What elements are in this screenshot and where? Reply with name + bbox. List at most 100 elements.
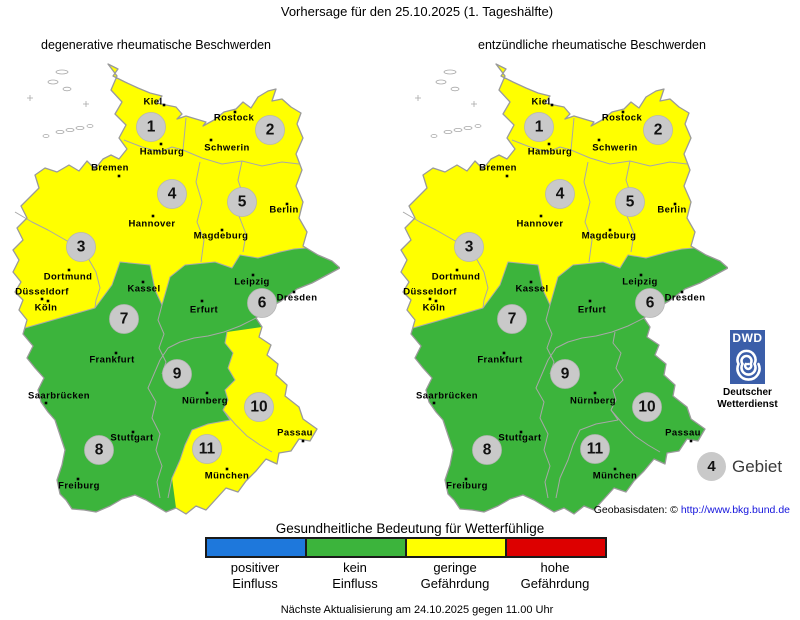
region-border	[555, 317, 645, 349]
city-dot	[455, 268, 459, 272]
city-label: Kassel	[127, 284, 160, 295]
area-circle	[454, 232, 484, 262]
region-border	[147, 347, 169, 499]
area-number: 8	[483, 442, 492, 459]
city-label: Kiel	[531, 97, 550, 108]
area-number: 10	[638, 399, 655, 416]
geodata-credit-prefix: Geobasisdaten: ©	[593, 504, 681, 516]
city-dot	[502, 351, 506, 355]
area-number: 4	[556, 186, 565, 203]
city-label: Rostock	[602, 113, 643, 124]
city-dot	[680, 290, 684, 294]
city-dot	[67, 268, 71, 272]
area-sample-number: 4	[707, 458, 716, 475]
city-label: Köln	[423, 303, 446, 314]
city-label: Dresden	[277, 293, 318, 304]
city-dot	[114, 351, 118, 355]
city-label: Stuttgart	[498, 433, 542, 444]
area-circle	[66, 232, 96, 262]
area-sample-circle: 4	[697, 452, 726, 481]
region-border	[545, 304, 555, 375]
city-dot	[76, 477, 80, 481]
region-border	[157, 304, 167, 375]
dwd-caption: Deutscher Wetterdienst	[703, 387, 792, 411]
city-label: Passau	[665, 428, 701, 439]
region-fill-southeast-bavaria	[560, 327, 705, 514]
city-dot	[251, 273, 255, 277]
city-dot	[547, 142, 551, 146]
island	[86, 124, 94, 128]
city-dot	[141, 280, 145, 284]
legend-label-positiver-einfluss: positiver Einfluss	[230, 560, 280, 591]
region-border	[123, 117, 187, 153]
geodata-credit: Geobasisdaten: © http://www.bkg.bund.de	[594, 504, 790, 516]
area-number: 11	[199, 441, 216, 458]
area-number: 1	[535, 119, 544, 136]
city-label: Leipzig	[622, 277, 658, 288]
dwd-logo-text: DWD	[732, 331, 763, 345]
area-number: 8	[95, 442, 104, 459]
area-number: 3	[77, 239, 86, 256]
city-label: Frankfurt	[89, 355, 135, 366]
legend-title: Gesundheitliche Bedeutung für Wetterfühl…	[275, 521, 545, 536]
city-label: München	[205, 471, 250, 482]
island	[65, 128, 75, 133]
island	[463, 126, 473, 131]
dwd-caption-line2: Wetterdienst	[717, 399, 778, 410]
area-number: 3	[465, 239, 474, 256]
bkg-link[interactable]: http://www.bkg.bund.de	[680, 504, 790, 516]
city-dot	[593, 391, 597, 395]
area-number: 11	[587, 441, 604, 458]
city-dot	[689, 439, 693, 443]
legend-swatch-kein-einfluss	[307, 539, 407, 556]
coordinate-cross-icon	[83, 101, 89, 107]
city-label: Bremen	[91, 163, 129, 174]
island	[450, 86, 460, 92]
island	[435, 79, 447, 85]
area-circle	[157, 179, 187, 209]
dwd-caption-line1: Deutscher	[723, 387, 772, 398]
region-border	[195, 161, 205, 263]
city-label: Nürnberg	[182, 396, 228, 407]
city-label: Düsseldorf	[15, 287, 69, 298]
island	[453, 128, 463, 133]
city-dot	[434, 299, 438, 303]
area-circle	[192, 434, 222, 464]
city-dot	[428, 297, 432, 301]
area-circle	[635, 288, 665, 318]
area-sample-label: Gebiet	[732, 457, 783, 476]
dwd-spiral-icon	[736, 349, 761, 381]
region-border	[583, 161, 593, 263]
city-dot	[40, 297, 44, 301]
area-circle	[615, 187, 645, 217]
region-fill-southeast-bavaria	[172, 327, 317, 514]
city-dot	[464, 477, 468, 481]
city-label: Freiburg	[446, 481, 488, 492]
city-label: Hamburg	[528, 147, 573, 158]
area-number: 2	[266, 122, 275, 139]
area-number: 2	[654, 122, 663, 139]
region-border	[222, 409, 273, 453]
area-circle	[244, 392, 274, 422]
area-number: 6	[258, 295, 267, 312]
page-title: Vorhersage für den 25.10.2025 (1. Tagesh…	[280, 4, 554, 19]
city-dot	[44, 401, 48, 405]
area-circle	[247, 288, 277, 318]
area-circle	[227, 187, 257, 217]
city-label: Magdeburg	[582, 231, 637, 242]
city-dot	[225, 467, 229, 471]
city-label: Dortmund	[44, 272, 93, 283]
update-note: Nächste Aktualisierung am 24.10.2025 geg…	[280, 604, 554, 616]
island	[55, 130, 65, 135]
city-dot	[292, 290, 296, 294]
area-number: 5	[238, 194, 247, 211]
island	[55, 69, 69, 75]
city-label: Schwerin	[592, 143, 637, 154]
city-dot	[529, 280, 533, 284]
forecast-map-entzuendliche: 1 2 3 4 5 6 7 8 9 10 11 Kiel Rostock Hamburg Schwerin B…	[400, 63, 728, 515]
city-dot	[117, 174, 121, 178]
island	[443, 69, 457, 75]
area-circle	[255, 115, 285, 145]
area-circle	[550, 359, 580, 389]
